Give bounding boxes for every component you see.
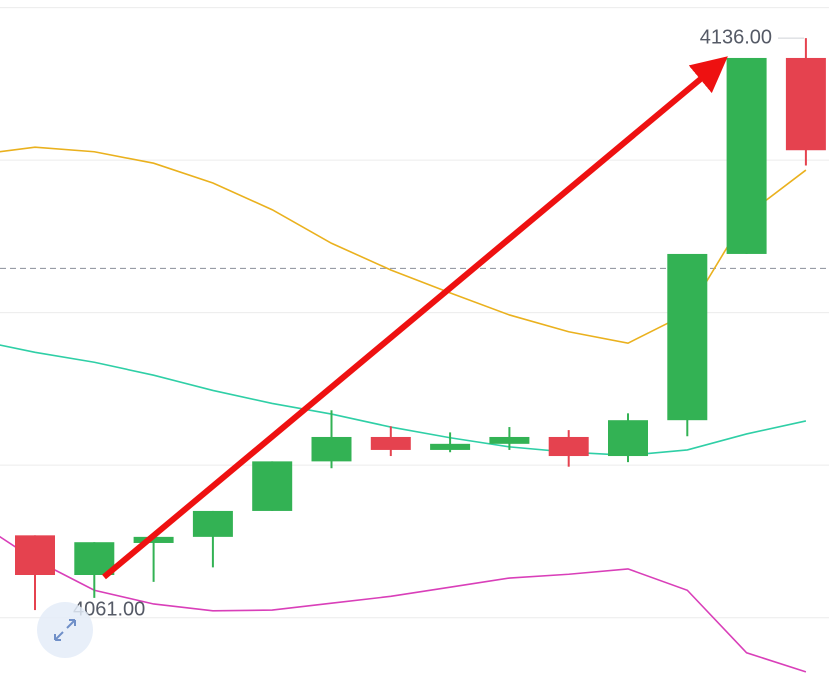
low-label: 4061.00: [73, 598, 145, 620]
candle-body: [667, 253, 708, 421]
candle-body: [15, 535, 55, 575]
candle-body: [608, 420, 648, 457]
candle-body: [785, 57, 826, 151]
expand-button[interactable]: [37, 602, 93, 658]
candle-body: [370, 436, 411, 450]
indicator-line: [0, 535, 807, 673]
candle-body: [726, 57, 767, 254]
candle-body: [430, 443, 471, 450]
candle-body: [311, 436, 352, 462]
arrow: [102, 56, 728, 580]
candle-body: [74, 542, 115, 575]
candles: [15, 38, 826, 611]
candle-body: [548, 436, 589, 457]
labels: 4136.00 4061.00: [73, 26, 804, 620]
candle-body: [252, 461, 293, 511]
expand-icon[interactable]: [54, 619, 76, 641]
button-bg[interactable]: [37, 602, 93, 658]
candle-body: [133, 536, 174, 543]
candle-body: [192, 510, 233, 537]
candle-body: [489, 436, 530, 444]
high-label: 4136.00: [700, 26, 772, 48]
